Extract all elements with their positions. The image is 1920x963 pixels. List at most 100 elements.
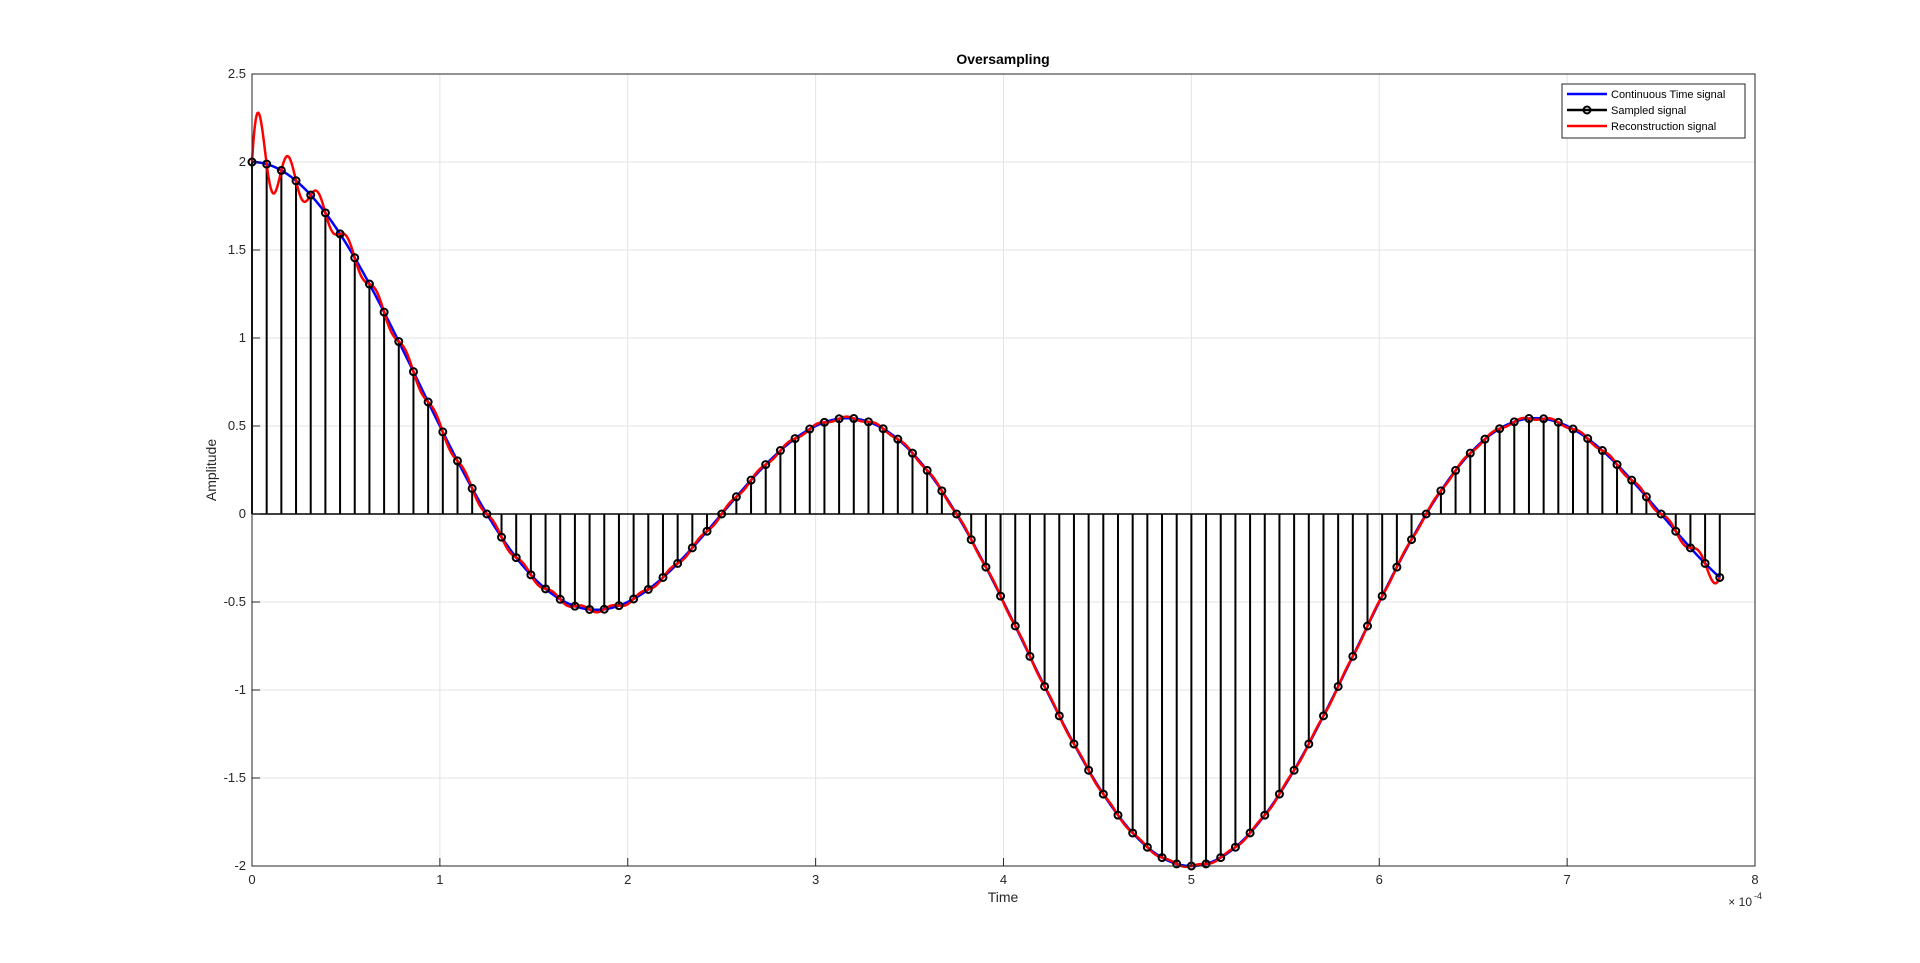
sample-marker [1069,739,1079,749]
sample-marker [1010,621,1020,631]
sample-marker [379,307,389,317]
legend-label-continuous: Continuous Time signal [1611,89,1725,101]
sample-marker [541,584,551,594]
sample-marker [702,526,712,536]
sample-marker [629,594,639,604]
legend-label-reconstruction: Reconstruction signal [1611,121,1716,133]
sample-marker [937,486,947,496]
sample-marker [1333,681,1343,691]
sample-marker [1274,789,1284,799]
sample-marker [555,594,565,604]
sample-marker [717,509,727,519]
sample-marker [526,570,536,580]
sample-marker [438,427,448,437]
sample-marker [1539,414,1549,424]
sample-marker [643,584,653,594]
sample-marker [819,417,829,427]
sample-marker [291,176,301,186]
sample-marker [511,553,521,563]
y-tick-label: 2 [239,154,246,169]
x-tick-label: 6 [1376,872,1383,887]
sample-marker [1421,509,1431,519]
x-tick-label: 5 [1188,872,1195,887]
x-tick-label: 0 [248,872,255,887]
sample-marker [775,446,785,456]
sample-marker [1216,853,1226,863]
sample-marker [687,543,697,553]
sample-marker [893,434,903,444]
sample-marker [658,572,668,582]
sample-marker [1040,681,1050,691]
sample-marker [1084,765,1094,775]
sample-marker [863,417,873,427]
sample-marker [1524,414,1534,424]
sample-marker [276,165,286,175]
sample-marker [981,562,991,572]
sample-marker [467,483,477,493]
sample-marker [1054,711,1064,721]
y-axis-label: Amplitude [203,439,219,501]
y-tick-label: 0 [239,506,246,521]
sample-marker [1495,424,1505,434]
sample-marker [1230,842,1240,852]
sample-marker [834,414,844,424]
sample-marker [878,424,888,434]
x-exponent-base: × 10 [1728,895,1752,909]
sample-marker [731,492,741,502]
sample-marker [1553,417,1563,427]
sample-marker [1172,859,1182,869]
y-tick-label: 2.5 [228,66,246,81]
reconstruction-line [250,111,1721,869]
sample-marker [922,465,932,475]
sample-marker [262,159,272,169]
sample-marker [350,253,360,263]
sample-marker [1377,591,1387,601]
sample-marker [1289,765,1299,775]
sample-marker [1671,526,1681,536]
sample-marker [1715,572,1725,582]
x-axis-label: Time [988,889,1019,905]
sample-marker [497,532,507,542]
sample-marker [1656,509,1666,519]
legend-label-sampled: Sampled signal [1611,105,1686,117]
sample-marker [1436,486,1446,496]
sample-marker [614,601,624,611]
legend: Continuous Time signal Sampled signal Re… [1561,83,1746,139]
sample-marker [746,475,756,485]
x-tick-label: 3 [812,872,819,887]
x-tick-label: 4 [1000,872,1007,887]
sample-marker [1509,417,1519,427]
sample-marker [1597,446,1607,456]
x-exponent-power: -4 [1754,891,1762,901]
sample-marker [1480,434,1490,444]
sample-marker [673,558,683,568]
x-tick-label: 8 [1751,872,1758,887]
sample-marker [1363,621,1373,631]
sample-marker [408,367,418,377]
x-exponent-label: × 10 -4 [1728,891,1762,909]
x-tick-label: 2 [624,872,631,887]
sample-marker [306,190,316,200]
y-tick-label: -0.5 [224,594,246,609]
sample-marker [1201,859,1211,869]
reconstruction-signal-series [247,111,1725,871]
sample-marker [1157,853,1167,863]
sample-marker [1348,651,1358,661]
sample-marker [1612,460,1622,470]
x-tick-label: 7 [1564,872,1571,887]
sample-marker [1583,434,1593,444]
sample-marker [1685,543,1695,553]
sample-marker [761,460,771,470]
sample-marker [1260,810,1270,820]
sample-marker [585,604,595,614]
sample-marker [1245,828,1255,838]
y-tick-label: 1 [239,330,246,345]
sample-marker [1128,828,1138,838]
x-tick-label: 1 [436,872,443,887]
sample-marker [452,456,462,466]
sample-marker [570,601,580,611]
sample-marker [849,414,859,424]
sample-marker [335,229,345,239]
sample-marker [1407,535,1417,545]
sample-marker [1392,562,1402,572]
